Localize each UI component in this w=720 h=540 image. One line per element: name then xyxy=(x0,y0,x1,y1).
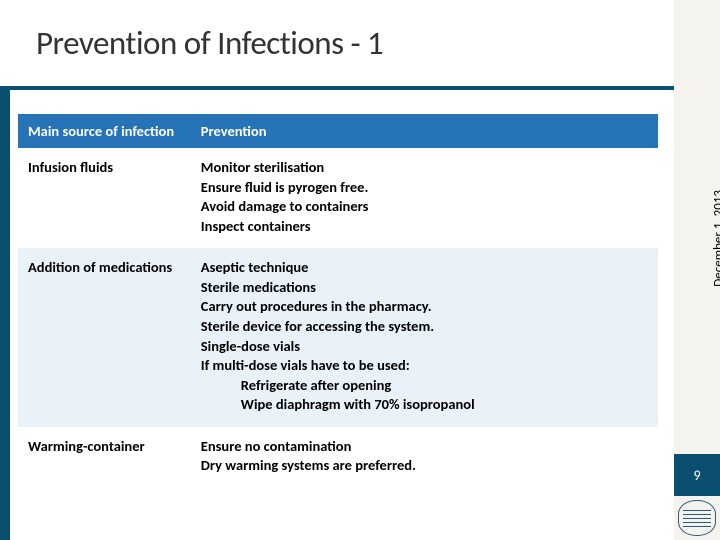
prevention-line: Ensure fluid is pyrogen free. xyxy=(201,178,648,198)
date-label: December 1, 2013 xyxy=(712,190,720,287)
prevention-line-indent: Refrigerate after opening xyxy=(201,376,648,396)
prevention-line: Aseptic technique xyxy=(201,258,648,278)
page-title: Prevention of Infections - 1 xyxy=(36,23,383,63)
cell-source: Warming-container xyxy=(18,427,191,488)
cell-source: Addition of medications xyxy=(18,248,191,427)
prevention-line: Ensure no contamination xyxy=(201,437,648,457)
prevention-line: Single-dose vials xyxy=(201,337,648,357)
table-row: Warming-containerEnsure no contamination… xyxy=(18,427,658,488)
table-header-row: Main source of infection Prevention xyxy=(18,114,658,148)
column-header-source: Main source of infection xyxy=(18,114,191,148)
table-row: Addition of medicationsAseptic technique… xyxy=(18,248,658,427)
prevention-line: Carry out procedures in the pharmacy. xyxy=(201,297,648,317)
page-number-box: 9 xyxy=(674,454,720,496)
prevention-line: Sterile medications xyxy=(201,278,648,298)
page-number: 9 xyxy=(693,467,700,484)
column-header-prevention: Prevention xyxy=(191,114,658,148)
prevention-table: Main source of infection Prevention Infu… xyxy=(18,114,658,488)
title-band: Prevention of Infections - 1 xyxy=(0,0,720,86)
prevention-line-indent: Wipe diaphragm with 70% isopropanol xyxy=(201,395,648,415)
slide: Prevention of Infections - 1 December 1,… xyxy=(0,0,720,540)
content-table: Main source of infection Prevention Infu… xyxy=(18,114,658,488)
title-underline xyxy=(0,86,674,90)
cell-source: Infusion fluids xyxy=(18,148,191,248)
table-row: Infusion fluidsMonitor sterilisationEnsu… xyxy=(18,148,658,248)
left-accent-bar xyxy=(0,86,10,540)
prevention-line: If multi-dose vials have to be used: xyxy=(201,356,648,376)
prevention-line: Avoid damage to containers xyxy=(201,197,648,217)
cell-prevention: Monitor sterilisationEnsure fluid is pyr… xyxy=(191,148,658,248)
cell-prevention: Ensure no contaminationDry warming syste… xyxy=(191,427,658,488)
cell-prevention: Aseptic techniqueSterile medicationsCarr… xyxy=(191,248,658,427)
prevention-line: Dry warming systems are preferred. xyxy=(201,456,648,476)
table-body: Infusion fluidsMonitor sterilisationEnsu… xyxy=(18,148,658,488)
globe-logo-icon xyxy=(678,500,716,536)
prevention-line: Monitor sterilisation xyxy=(201,158,648,178)
prevention-line: Sterile device for accessing the system. xyxy=(201,317,648,337)
prevention-line: Inspect containers xyxy=(201,217,648,237)
